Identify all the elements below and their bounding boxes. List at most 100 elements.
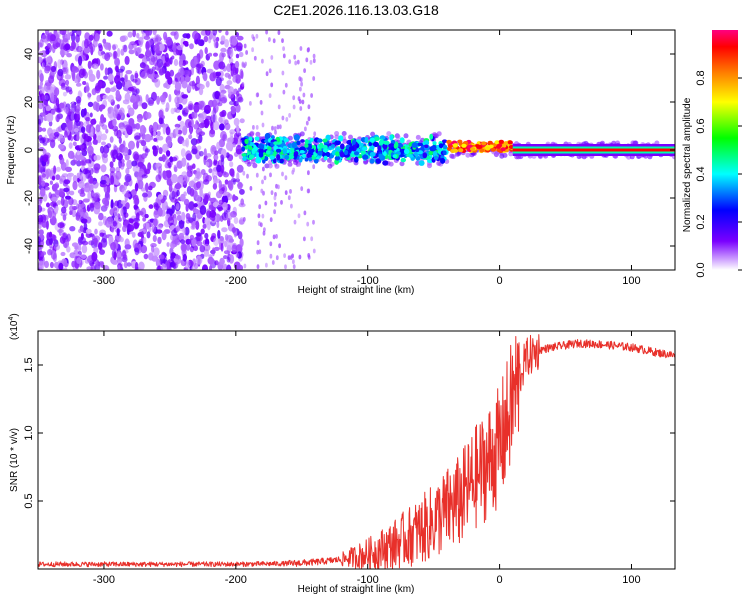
heatmap-noise-cell: [165, 150, 171, 157]
chart-title: C2E1.2026.116.13.03.G18: [273, 2, 439, 18]
heatmap-signal-cell: [275, 148, 282, 153]
heatmap-signal-cell: [254, 136, 260, 141]
heatmap-noise-cell: [78, 171, 83, 180]
heatmap-signal-cell: [461, 143, 467, 148]
heatmap-signal-cell: [431, 144, 437, 150]
heatmap-signal-cell: [293, 134, 300, 141]
heatmap-signal-cell: [503, 141, 509, 146]
heatmap-noise-cell: [138, 154, 145, 162]
heatmap-noise-cell: [139, 124, 146, 135]
heatmap-noise-cell: [269, 241, 273, 247]
heatmap-noise-cell: [130, 74, 135, 82]
heatmap-noise-cell: [208, 168, 213, 174]
heatmap-noise-cell: [39, 187, 46, 197]
heatmap-noise-cell: [134, 197, 140, 206]
heatmap-halo-cell: [465, 152, 471, 158]
heatmap-noise-cell: [38, 102, 44, 110]
snr-series-line: [38, 334, 675, 569]
heatmap-noise-cell: [185, 137, 190, 148]
heatmap-noise-cell: [205, 161, 210, 167]
spectrogram-ytick-label: -20: [23, 190, 35, 206]
heatmap-signal-cell: [258, 151, 264, 158]
heatmap-noise-cell: [198, 113, 205, 123]
heatmap-signal-cell: [293, 153, 298, 158]
heatmap-noise-cell: [132, 165, 140, 173]
heatmap-noise-cell: [203, 148, 207, 157]
heatmap-noise-cell: [246, 173, 249, 179]
heatmap-noise-cell: [304, 126, 307, 132]
heatmap-noise-cell: [217, 102, 223, 107]
heatmap-noise-cell: [236, 35, 244, 41]
heatmap-noise-cell: [154, 37, 159, 42]
heatmap-noise-cell: [80, 254, 87, 259]
heatmap-noise-cell: [132, 101, 139, 110]
heatmap-noise-cell: [38, 142, 41, 148]
heatmap-noise-cell: [145, 56, 151, 62]
heatmap-noise-cell: [63, 187, 70, 193]
heatmap-noise-cell: [270, 55, 274, 60]
heatmap-noise-cell: [176, 182, 181, 190]
heatmap-noise-cell: [75, 34, 80, 43]
heatmap-noise-cell: [200, 169, 206, 175]
heatmap-noise-cell: [58, 262, 64, 270]
heatmap-noise-cell: [175, 210, 182, 215]
heatmap-noise-cell: [107, 216, 114, 225]
heatmap-noise-cell: [156, 130, 161, 137]
heatmap-signal-cell: [442, 150, 447, 155]
heatmap-signal-cell: [351, 139, 356, 145]
heatmap-noise-cell: [109, 166, 116, 174]
heatmap-noise-cell: [131, 231, 136, 238]
heatmap-noise-cell: [176, 160, 183, 169]
heatmap-noise-cell: [51, 175, 56, 181]
heatmap-noise-cell: [152, 146, 158, 157]
heatmap-noise-cell: [258, 204, 262, 210]
heatmap-noise-cell: [174, 123, 181, 128]
heatmap-noise-cell: [192, 30, 199, 40]
heatmap-noise-cell: [207, 256, 215, 265]
heatmap-noise-cell: [57, 222, 65, 229]
heatmap-signal-cell: [241, 146, 246, 152]
heatmap-noise-cell: [203, 118, 210, 129]
heatmap-noise-cell: [38, 205, 43, 213]
heatmap-noise-cell: [237, 231, 243, 240]
heatmap-noise-cell: [212, 114, 216, 123]
heatmap-noise-cell: [241, 82, 245, 87]
heatmap-noise-cell: [242, 217, 246, 222]
heatmap-noise-cell: [256, 264, 260, 269]
heatmap-noise-cell: [111, 259, 119, 265]
heatmap-noise-cell: [175, 108, 181, 113]
colorbar-label: Normalized spectral amplitude: [682, 97, 693, 232]
heatmap-signal-cell: [357, 142, 364, 147]
heatmap-noise-cell: [187, 165, 193, 171]
heatmap-noise-cell: [79, 192, 86, 197]
heatmap-noise-cell: [38, 260, 44, 266]
heatmap-signal-cell: [255, 157, 262, 164]
heatmap-noise-cell: [292, 95, 296, 101]
heatmap-noise-cell: [98, 212, 104, 221]
heatmap-halo-cell: [293, 160, 299, 166]
heatmap-noise-cell: [153, 43, 160, 53]
colorbar-tick-label: 0.8: [695, 70, 707, 85]
heatmap-noise-cell: [165, 102, 170, 112]
heatmap-noise-cell: [227, 193, 233, 201]
heatmap-noise-cell: [232, 66, 237, 76]
heatmap-noise-cell: [252, 125, 255, 130]
heatmap-noise-cell: [212, 201, 219, 208]
colorbar: 0.0 0.2 0.4 0.6 0.8 Normalized spectral ampl…: [682, 30, 742, 278]
heatmap-noise-cell: [109, 161, 114, 168]
heatmap-noise-cell: [91, 88, 97, 96]
heatmap-noise-cell: [307, 188, 311, 194]
heatmap-signal-cell: [418, 160, 425, 166]
heatmap-signal-cell: [317, 150, 323, 156]
heatmap-signal-cell: [452, 143, 458, 148]
heatmap-signal-cell: [403, 148, 410, 155]
heatmap-signal-cell: [267, 146, 272, 151]
heatmap-noise-cell: [216, 164, 222, 173]
heatmap-noise-cell: [298, 99, 302, 104]
heatmap-noise-cell: [96, 95, 101, 103]
heatmap-noise-cell: [159, 94, 166, 103]
heatmap-noise-cell: [196, 145, 202, 150]
heatmap-noise-cell: [145, 148, 150, 153]
heatmap-noise-cell: [55, 166, 61, 172]
heatmap-signal-cell: [442, 139, 448, 143]
